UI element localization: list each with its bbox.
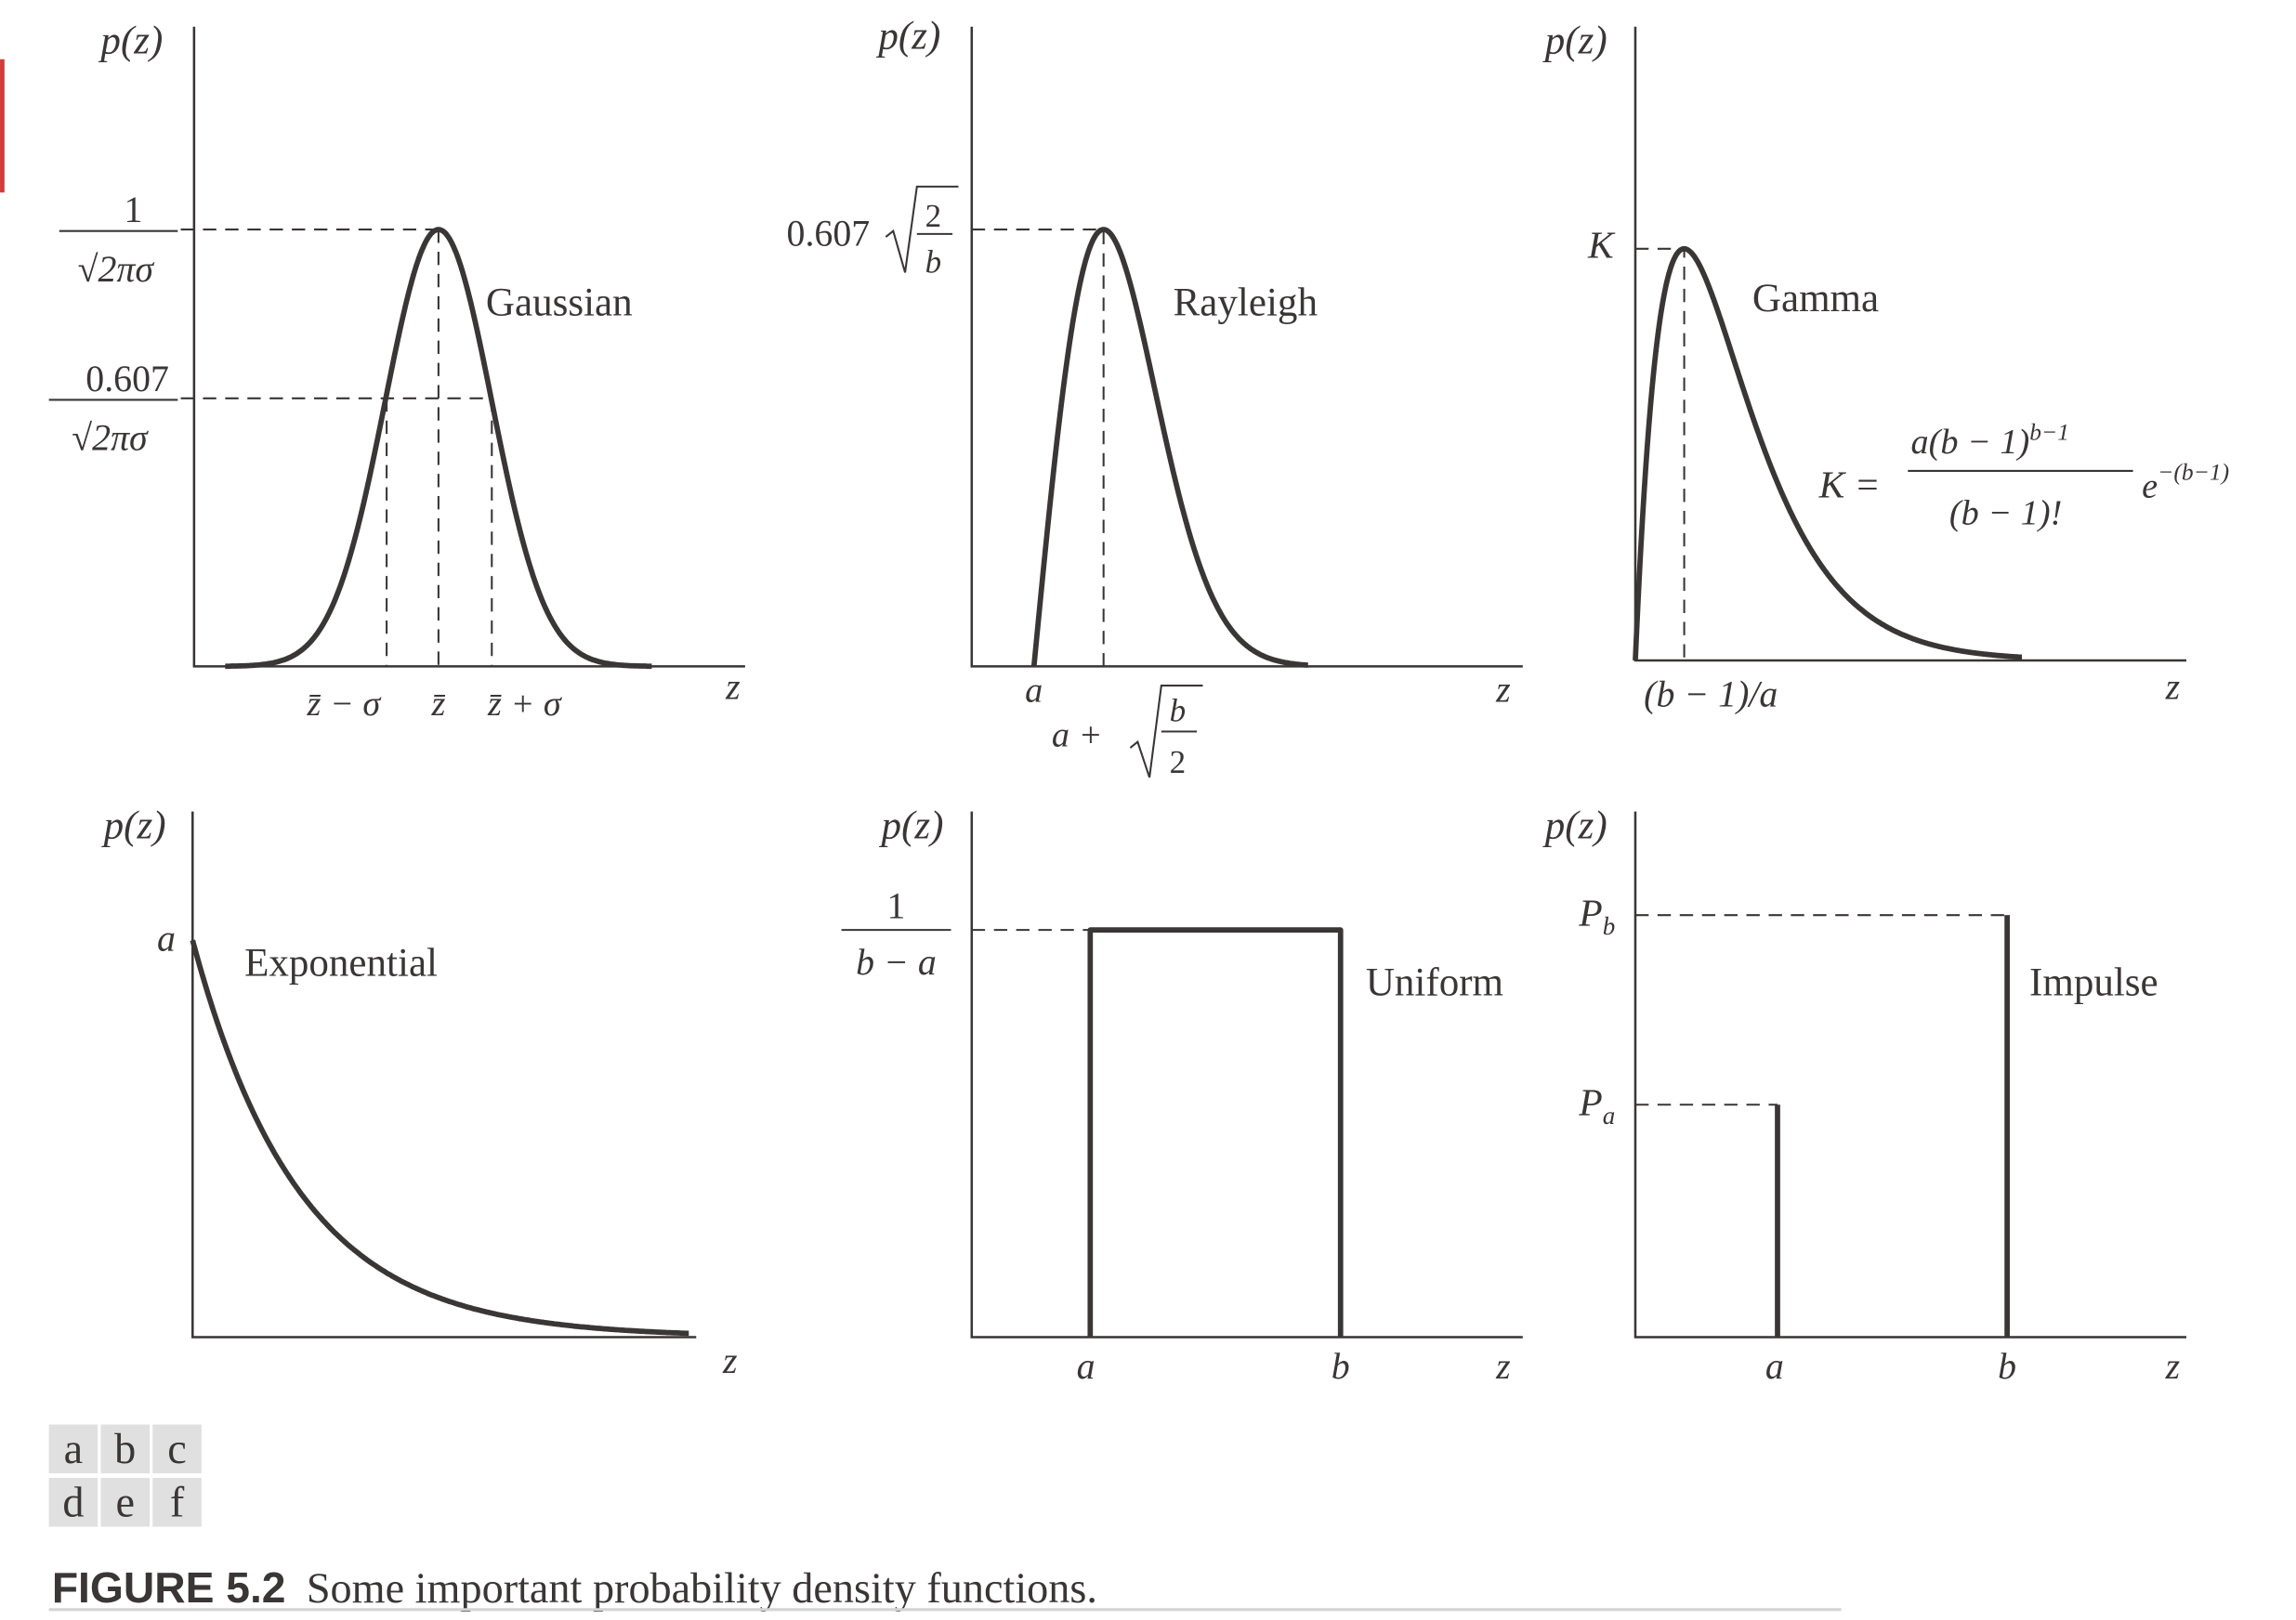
series-label: Uniform [1366,960,1503,1004]
panel-impulse: p(z) Pb Pa Impulse a b z [1542,803,2186,1387]
x-tick-label: a [1025,672,1043,711]
gaussian-curve [224,227,653,670]
y-tick-pa: Pa [1578,1080,1615,1130]
y-tick-numerator: 1 [887,884,906,926]
panel-key-cell [152,1424,202,1474]
y-axis-label: p(z) [879,803,944,847]
series-label: Rayleigh [1174,281,1318,325]
panel-gaussian: p(z) 1 √2πσ 0.607 √2πσ Gaussian z̄ − σ z… [48,19,745,724]
y-tick-pb: Pb [1578,891,1615,940]
reference-lines [971,229,1105,667]
x-axis-label: z [722,1339,738,1381]
reference-lines [1634,914,2008,1106]
caption-label: FIGURE 5.2 [52,1563,286,1612]
x-tick-label: z̄ [430,685,445,724]
formula-lhs: K = [1818,464,1881,506]
panel-key-cell [48,1424,98,1474]
y-axis-label: p(z) [101,803,166,847]
panel-key-letter: c [167,1425,187,1472]
x-tick-label: b [1332,1345,1350,1387]
panel-key: a b c d e f [48,1424,202,1527]
panel-key-cell [152,1477,202,1527]
x-axis-label: z [1495,1345,1511,1387]
axes [190,811,697,1339]
x-tick-label: z̄ + σ [487,685,563,724]
series-label: Gaussian [486,281,633,325]
panel-gamma: p(z) K Gamma K = a(b − 1)b−1 (b − 1)! e−… [1542,19,2229,714]
y-tick-denominator: √2πσ [72,417,149,459]
x-tick-label: (b − 1)/a [1644,673,1778,714]
panel-key-letter: d [62,1478,84,1525]
x-tick-label: b [1998,1345,2016,1387]
axes [970,26,1523,668]
panel-key-letter: e [115,1478,135,1525]
formula-numerator: a(b − 1)b−1 [1910,418,2069,461]
y-axis-label: p(z) [1542,803,1607,847]
x-axis-label: z [2165,1345,2181,1387]
x-tick-numerator: b [1170,692,1187,728]
y-tick-label: K [1587,223,1616,266]
y-axis-label: p(z) [1542,19,1607,62]
y-tick-coefficient: 0.607 [787,213,871,255]
x-axis-label: z [725,665,741,707]
series-label: Exponential [244,942,438,986]
formula-factor: e−(b−1) [2142,459,2229,506]
x-axis-label: z [1495,669,1511,711]
x-tick-label: a + [1052,715,1103,754]
panel-exponential: p(z) a Exponential z [101,803,738,1380]
panel-key-letter: b [114,1425,136,1472]
rayleigh-curve [1030,227,1309,668]
page-edge-mark [0,59,5,193]
y-axis-label: p(z) [98,19,163,62]
y-tick-denominator: √2πσ [78,248,155,290]
panel-key-cell [100,1477,151,1527]
panel-key-letter: a [64,1425,84,1472]
figure-caption: FIGURE 5.2 Some important probability de… [52,1563,1097,1612]
axes [970,811,1523,1339]
y-axis-label: p(z) [875,15,940,59]
x-tick-label: z̄ − σ [307,685,383,724]
panel-key-letter: f [170,1478,185,1525]
y-tick-numerator: 1 [125,189,143,230]
axes [1633,26,2186,662]
x-tick-label: a [1077,1345,1096,1387]
x-tick-label: a [1765,1345,1784,1387]
caption-text: Some important probability density funct… [307,1564,1097,1612]
series-label: Gamma [1752,277,1879,320]
y-tick-numerator: 0.607 [85,358,169,399]
reference-lines [180,229,493,667]
exponential-curve [190,939,690,1337]
series-label: Impulse [2029,960,2158,1004]
y-tick-label: a [157,917,176,959]
panel-key-cell [100,1424,151,1474]
panel-rayleigh: p(z) 0.607 2 b Rayleigh a a + b 2 z [787,15,1523,780]
x-tick-denominator: 2 [1170,744,1187,780]
axes [1633,811,2186,1339]
panel-uniform: p(z) 1 b − a Uniform a b z [841,803,1523,1387]
y-tick-denominator: b − a [856,941,937,983]
gamma-curve [1633,245,2025,661]
axes [192,26,745,668]
x-axis-label: z [2165,665,2181,707]
y-tick-numerator: 2 [925,198,942,234]
panel-key-cell [48,1477,98,1527]
uniform-curve [1087,927,1344,1338]
formula-denominator: (b − 1)! [1949,493,2062,532]
y-tick-denominator: b [925,243,942,280]
